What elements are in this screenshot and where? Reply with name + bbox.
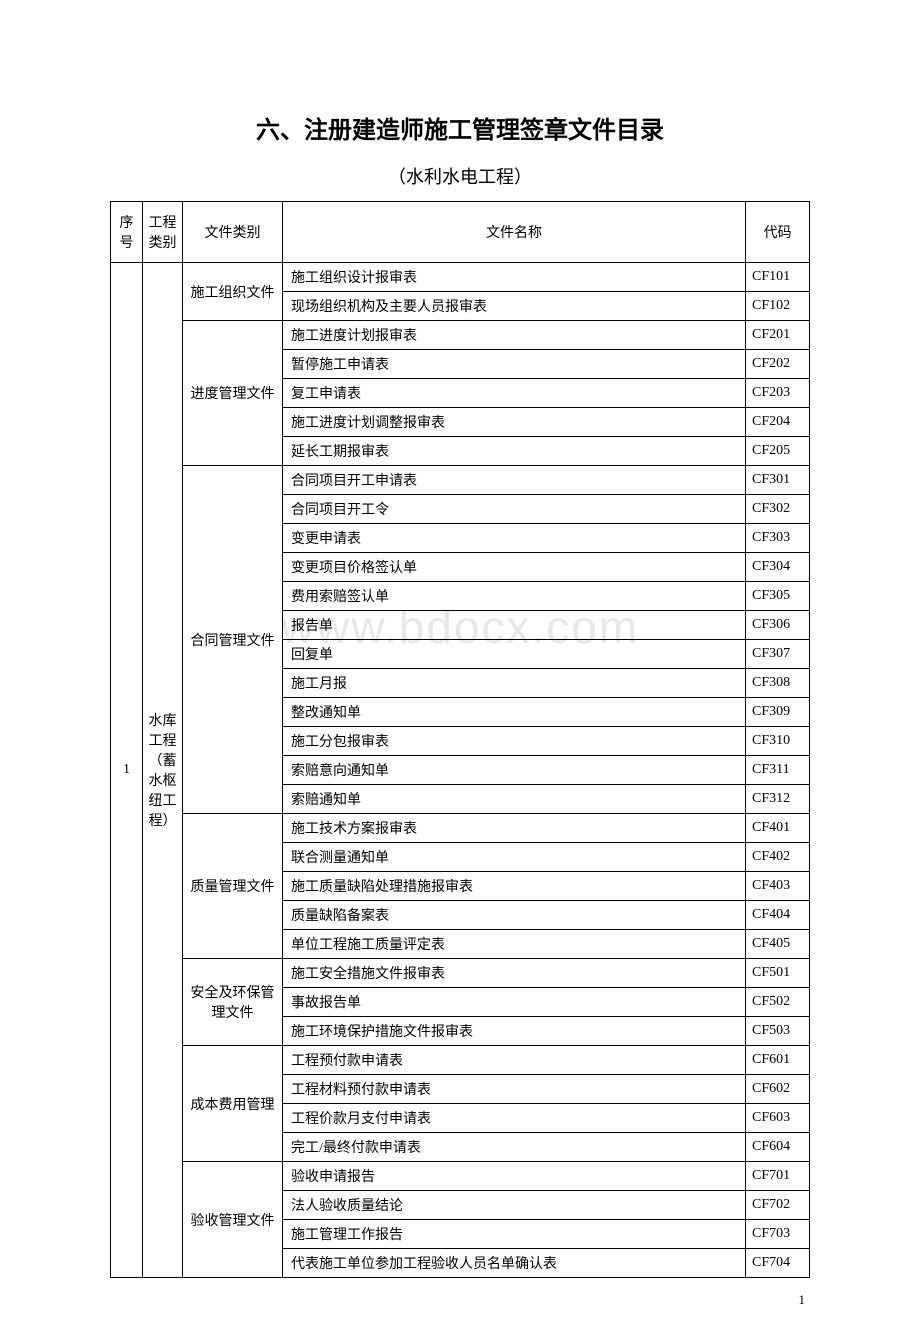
code-cell: CF501 [746,959,810,988]
filename-cell: 施工环境保护措施文件报审表 [283,1017,746,1046]
header-code: 代码 [746,202,810,263]
filename-cell: 暂停施工申请表 [283,350,746,379]
category-cell: 水库工程（蓄水枢纽工程） [143,263,183,1278]
filetype-cell: 合同管理文件 [183,466,283,814]
filename-cell: 施工质量缺陷处理措施报审表 [283,872,746,901]
filename-cell: 工程材料预付款申请表 [283,1075,746,1104]
filetype-cell: 进度管理文件 [183,321,283,466]
code-cell: CF704 [746,1249,810,1278]
seq-cell: 1 [111,263,143,1278]
filename-cell: 费用索赔签认单 [283,582,746,611]
filename-cell: 施工组织设计报审表 [283,263,746,292]
filetype-cell: 安全及环保管理文件 [183,959,283,1046]
filetype-cell: 质量管理文件 [183,814,283,959]
filename-cell: 质量缺陷备案表 [283,901,746,930]
code-cell: CF603 [746,1104,810,1133]
filetype-cell: 成本费用管理 [183,1046,283,1162]
header-category: 工程类别 [143,202,183,263]
table-row: 进度管理文件施工进度计划报审表CF201 [111,321,810,350]
filetype-cell: 施工组织文件 [183,263,283,321]
table-header-row: 序号 工程类别 文件类别 文件名称 代码 [111,202,810,263]
filename-cell: 整改通知单 [283,698,746,727]
code-cell: CF101 [746,263,810,292]
filename-cell: 回复单 [283,640,746,669]
filename-cell: 联合测量通知单 [283,843,746,872]
filename-cell: 完工/最终付款申请表 [283,1133,746,1162]
filename-cell: 施工分包报审表 [283,727,746,756]
code-cell: CF502 [746,988,810,1017]
table-row: 质量管理文件施工技术方案报审表CF401 [111,814,810,843]
filename-cell: 合同项目开工申请表 [283,466,746,495]
header-filename: 文件名称 [283,202,746,263]
filename-cell: 工程价款月支付申请表 [283,1104,746,1133]
code-cell: CF311 [746,756,810,785]
filename-cell: 索赔意向通知单 [283,756,746,785]
main-title: 六、注册建造师施工管理签章文件目录 [110,110,810,145]
code-cell: CF701 [746,1162,810,1191]
code-cell: CF604 [746,1133,810,1162]
header-filetype: 文件类别 [183,202,283,263]
subtitle: （水利水电工程） [110,163,810,189]
filename-cell: 工程预付款申请表 [283,1046,746,1075]
table-row: 安全及环保管理文件施工安全措施文件报审表CF501 [111,959,810,988]
filename-cell: 代表施工单位参加工程验收人员名单确认表 [283,1249,746,1278]
filename-cell: 施工安全措施文件报审表 [283,959,746,988]
code-cell: CF309 [746,698,810,727]
filename-cell: 施工月报 [283,669,746,698]
filename-cell: 延长工期报审表 [283,437,746,466]
filename-cell: 合同项目开工令 [283,495,746,524]
filename-cell: 施工进度计划报审表 [283,321,746,350]
filename-cell: 施工管理工作报告 [283,1220,746,1249]
filename-cell: 验收申请报告 [283,1162,746,1191]
code-cell: CF301 [746,466,810,495]
code-cell: CF307 [746,640,810,669]
code-cell: CF102 [746,292,810,321]
header-seq: 序号 [111,202,143,263]
filename-cell: 变更申请表 [283,524,746,553]
code-cell: CF308 [746,669,810,698]
filename-cell: 变更项目价格签认单 [283,553,746,582]
code-cell: CF703 [746,1220,810,1249]
code-cell: CF203 [746,379,810,408]
filename-cell: 索赔通知单 [283,785,746,814]
code-cell: CF310 [746,727,810,756]
code-cell: CF702 [746,1191,810,1220]
table-row: 合同管理文件合同项目开工申请表CF301 [111,466,810,495]
code-cell: CF205 [746,437,810,466]
filename-cell: 事故报告单 [283,988,746,1017]
filetype-cell: 验收管理文件 [183,1162,283,1278]
filename-cell: 现场组织机构及主要人员报审表 [283,292,746,321]
filename-cell: 法人验收质量结论 [283,1191,746,1220]
code-cell: CF304 [746,553,810,582]
code-cell: CF401 [746,814,810,843]
code-cell: CF404 [746,901,810,930]
filename-cell: 复工申请表 [283,379,746,408]
filename-cell: 报告单 [283,611,746,640]
code-cell: CF204 [746,408,810,437]
code-cell: CF403 [746,872,810,901]
code-cell: CF303 [746,524,810,553]
code-cell: CF312 [746,785,810,814]
catalog-table: 序号 工程类别 文件类别 文件名称 代码 1水库工程（蓄水枢纽工程）施工组织文件… [110,201,810,1278]
table-row: 成本费用管理工程预付款申请表CF601 [111,1046,810,1075]
table-row: 验收管理文件验收申请报告CF701 [111,1162,810,1191]
filename-cell: 单位工程施工质量评定表 [283,930,746,959]
code-cell: CF202 [746,350,810,379]
filename-cell: 施工进度计划调整报审表 [283,408,746,437]
table-row: 1水库工程（蓄水枢纽工程）施工组织文件施工组织设计报审表CF101 [111,263,810,292]
page-number: 1 [799,1292,806,1308]
code-cell: CF302 [746,495,810,524]
code-cell: CF402 [746,843,810,872]
code-cell: CF405 [746,930,810,959]
code-cell: CF305 [746,582,810,611]
code-cell: CF306 [746,611,810,640]
filename-cell: 施工技术方案报审表 [283,814,746,843]
code-cell: CF201 [746,321,810,350]
code-cell: CF602 [746,1075,810,1104]
code-cell: CF601 [746,1046,810,1075]
code-cell: CF503 [746,1017,810,1046]
